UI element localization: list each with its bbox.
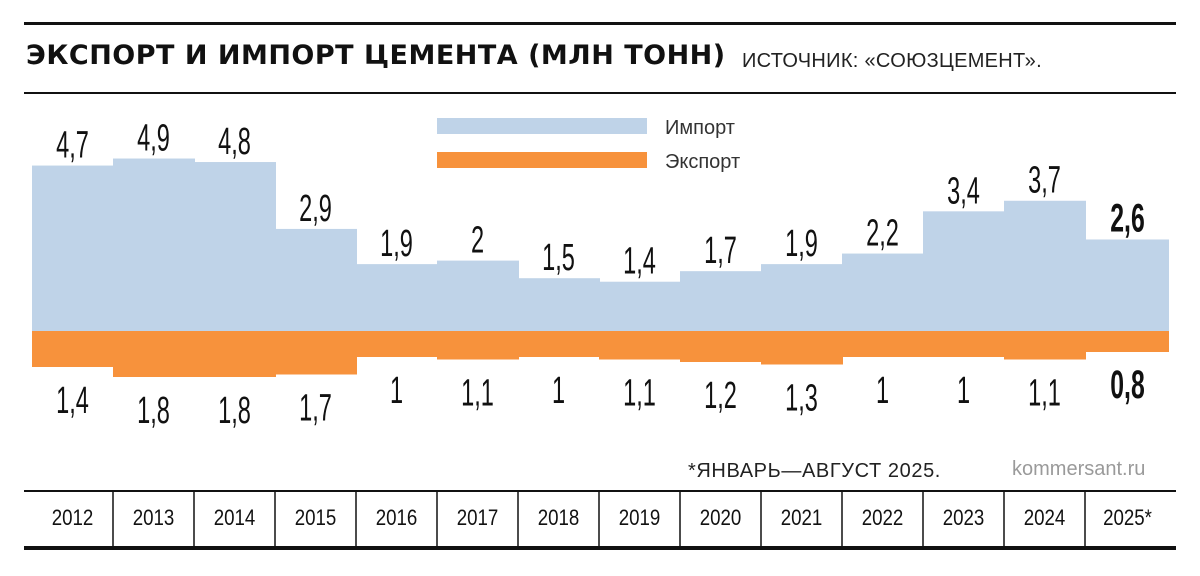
import-value-label-2015: 2,9 xyxy=(299,186,332,229)
import-value-label-2025*: 2,6 xyxy=(1110,197,1144,241)
year-label-2025*: 2025* xyxy=(1103,507,1152,531)
export-bar-2021 xyxy=(761,331,843,365)
year-label-2012: 2012 xyxy=(52,507,94,531)
export-bar-2020 xyxy=(680,331,762,362)
legend: Импорт Экспорт xyxy=(437,117,740,173)
source-note: ИСТОЧНИК: «СОЮЗЦЕМЕНТ». xyxy=(742,50,1042,72)
import-bar-2012 xyxy=(32,165,114,332)
export-value-label-2018: 1 xyxy=(552,368,565,411)
export-value-label-2017: 1,1 xyxy=(461,371,494,414)
import-bar-2025* xyxy=(1085,239,1169,332)
export-bar-2024 xyxy=(1004,331,1086,360)
bottom-rule xyxy=(24,546,1176,550)
year-label-2019: 2019 xyxy=(619,507,661,531)
export-value-label-2025*: 0,8 xyxy=(1110,363,1144,407)
import-bar-2017 xyxy=(437,260,519,332)
export-value-label-2015: 1,7 xyxy=(299,386,332,429)
import-value-label-2022: 2,2 xyxy=(866,211,899,254)
export-value-label-2021: 1,3 xyxy=(785,376,818,419)
legend-import-swatch xyxy=(437,118,647,134)
chart-title: ЭКСПОРТ И ИМПОРТ ЦЕМЕНТА (МЛН ТОНН) xyxy=(26,40,726,71)
import-value-label-2021: 1,9 xyxy=(785,221,818,264)
import-value-label-2019: 1,4 xyxy=(623,239,656,282)
import-bar-2015 xyxy=(275,228,357,332)
credit-label: kommersant.ru xyxy=(1012,458,1146,480)
import-bar-2024 xyxy=(1004,200,1086,332)
export-bar-2018 xyxy=(518,331,600,357)
footnote: *ЯНВАРЬ—АВГУСТ 2025. xyxy=(688,460,941,482)
export-bar-2015 xyxy=(275,331,357,375)
export-value-label-2023: 1 xyxy=(957,368,970,411)
year-label-2013: 2013 xyxy=(133,507,175,531)
top-rule xyxy=(24,22,1176,25)
import-bar-2022 xyxy=(842,253,924,332)
export-series xyxy=(32,331,1169,377)
export-value-label-2024: 1,1 xyxy=(1028,371,1061,414)
import-bar-2016 xyxy=(356,264,438,332)
export-bar-2014 xyxy=(194,331,276,377)
export-bar-2017 xyxy=(437,331,519,360)
import-bar-2018 xyxy=(518,278,600,332)
year-label-2022: 2022 xyxy=(862,507,904,531)
x-axis: 2012 2013 2014 2015 2016 2017 2018 2019 2020 2021… xyxy=(24,490,1176,546)
year-label-2024: 2024 xyxy=(1024,507,1066,531)
import-bar-2013 xyxy=(113,158,195,332)
import-value-label-2018: 1,5 xyxy=(542,235,575,278)
export-value-label-2019: 1,1 xyxy=(623,371,656,414)
legend-export-swatch xyxy=(437,152,647,168)
import-value-label-2017: 2 xyxy=(471,218,484,261)
export-bar-2019 xyxy=(599,331,681,360)
export-value-label-2016: 1 xyxy=(390,368,403,411)
legend-export-label: Экспорт xyxy=(665,151,740,173)
value-labels: 4,7 1,4 4,9 1,8 4,8 1,8 2,9 1,7 1,9 1 2 1,1 1,5 1 1,4 1… xyxy=(56,116,1145,432)
import-value-label-2012: 4,7 xyxy=(56,123,89,166)
year-label-2023: 2023 xyxy=(943,507,985,531)
import-value-label-2016: 1,9 xyxy=(380,221,413,264)
import-bar-2021 xyxy=(761,264,843,332)
export-bar-2025* xyxy=(1085,331,1169,352)
export-value-label-2022: 1 xyxy=(876,368,889,411)
export-bar-2016 xyxy=(356,331,438,357)
title-separator xyxy=(24,92,1176,94)
export-bar-2013 xyxy=(113,331,195,377)
import-bar-2020 xyxy=(680,271,762,332)
year-label-2015: 2015 xyxy=(295,507,337,531)
export-bar-2022 xyxy=(842,331,924,357)
import-bar-2023 xyxy=(923,211,1005,332)
year-label-2014: 2014 xyxy=(214,507,256,531)
import-series xyxy=(32,158,1169,332)
import-value-label-2023: 3,4 xyxy=(947,168,980,211)
import-value-label-2014: 4,8 xyxy=(218,119,251,162)
import-value-label-2013: 4,9 xyxy=(137,116,170,159)
import-bar-2014 xyxy=(194,162,276,332)
year-label-2018: 2018 xyxy=(538,507,580,531)
year-label-2021: 2021 xyxy=(781,507,823,531)
year-label-2016: 2016 xyxy=(376,507,418,531)
legend-import-label: Импорт xyxy=(665,117,735,139)
export-value-label-2013: 1,8 xyxy=(137,388,170,431)
export-value-label-2014: 1,8 xyxy=(218,388,251,431)
year-label-2017: 2017 xyxy=(457,507,499,531)
export-value-label-2020: 1,2 xyxy=(704,373,737,416)
import-value-label-2020: 1,7 xyxy=(704,228,737,271)
export-bar-2023 xyxy=(923,331,1005,357)
year-label-2020: 2020 xyxy=(700,507,742,531)
import-value-label-2024: 3,7 xyxy=(1028,158,1061,201)
export-bar-2012 xyxy=(32,331,114,367)
export-value-label-2012: 1,4 xyxy=(56,378,89,421)
import-bar-2019 xyxy=(599,281,681,332)
